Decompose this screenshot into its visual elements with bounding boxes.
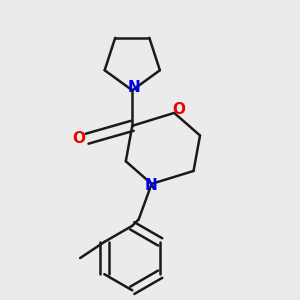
Text: N: N bbox=[128, 80, 140, 95]
Text: N: N bbox=[145, 178, 157, 193]
Text: O: O bbox=[172, 101, 185, 116]
Text: O: O bbox=[73, 131, 85, 146]
